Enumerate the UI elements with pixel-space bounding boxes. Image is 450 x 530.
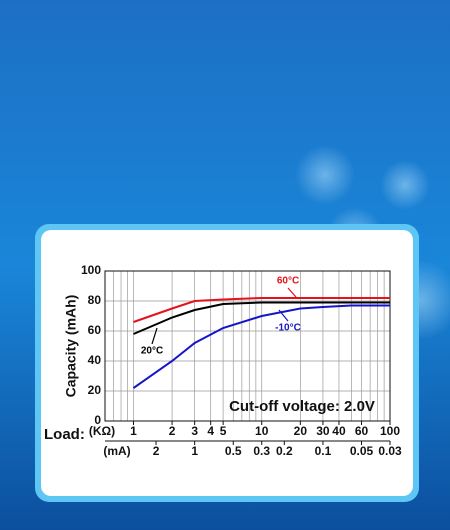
y-tick-label: 20 [88,383,102,397]
x2-tick-label: 1 [191,444,198,458]
y-axis-label: Capacity (mAh) [63,295,79,398]
y-tick-label: 40 [88,353,102,367]
label-arrow [151,327,158,345]
y-tick-label: 100 [81,263,101,277]
x-tick-label: 100 [380,424,400,438]
x2-tick-label: 0.1 [315,444,332,458]
x-tick-label: 1 [130,424,137,438]
x-unit: (KΩ) [89,424,115,438]
plot-frame [104,270,391,422]
x-tick-label: 5 [220,424,227,438]
y-tick-label: 0 [94,413,101,427]
x2-tick-label: 0.2 [276,444,293,458]
x2-tick-label: 0.3 [253,444,270,458]
x-tick-label: 4 [207,424,214,438]
annotation: Cut-off voltage: 2.0V [229,398,375,415]
series-label: 20°C [141,346,163,357]
x2-tick-label: 2 [153,444,160,458]
x2-tick-label: 0.5 [225,444,242,458]
x-tick-label: 30 [316,424,330,438]
series-line [133,301,390,335]
series-label: -10°C [275,323,301,334]
bokeh [295,145,355,205]
series-label: 60°C [277,276,299,287]
x-tick-label: 10 [255,424,269,438]
x2-unit: (mA) [103,444,130,458]
y-tick-label: 60 [88,323,102,337]
x2-tick-label: 0.03 [378,444,402,458]
x-tick-label: 40 [332,424,346,438]
x-tick-label: 20 [294,424,308,438]
series-line [133,297,390,323]
x-tick-label: 2 [169,424,176,438]
card [41,230,413,496]
label-arrow [278,309,289,322]
series-line [132,304,390,389]
x-tick-label: 60 [355,424,369,438]
y-tick-label: 80 [88,293,102,307]
x-tick-label: 3 [191,424,198,438]
x-axis-label: Load: [44,426,85,443]
label-arrow [287,287,297,298]
x2-tick-label: 0.05 [350,444,374,458]
bokeh [380,160,430,210]
